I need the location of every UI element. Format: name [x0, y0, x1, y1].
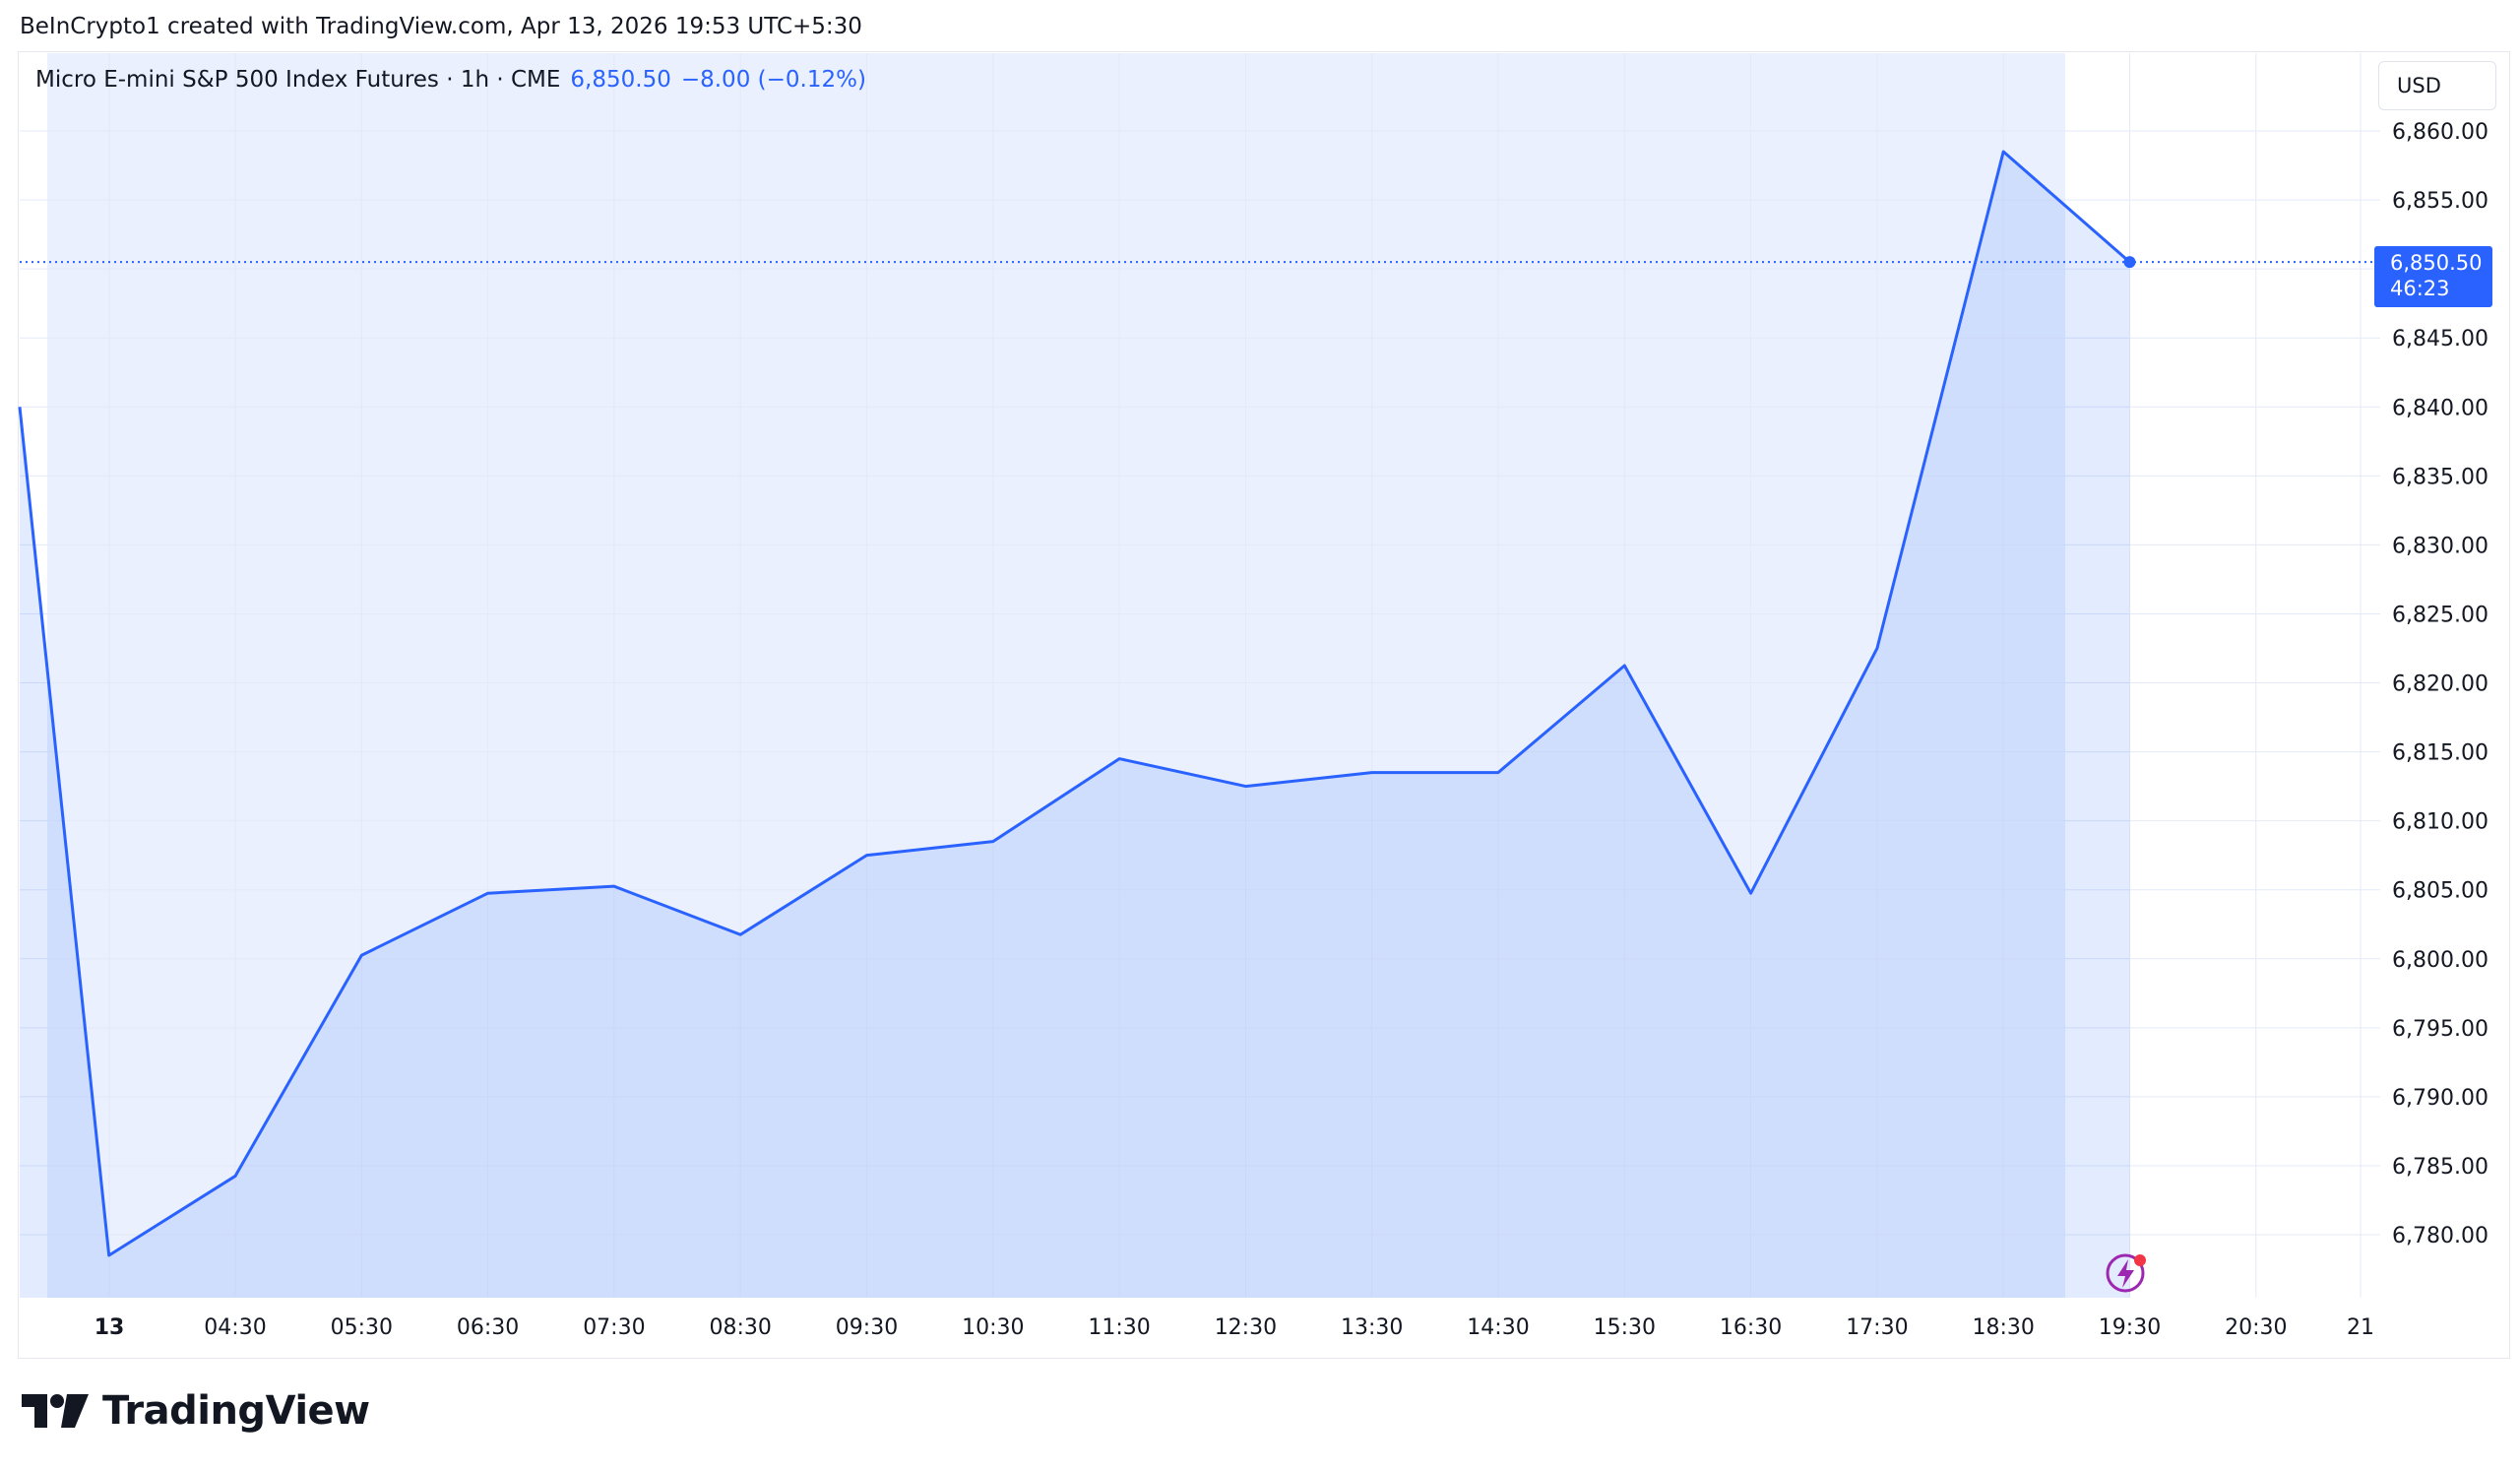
tradingview-logo[interactable]: TradingView	[22, 1388, 370, 1434]
y-tick-label: 6,830.00	[2392, 534, 2488, 558]
lightning-alert-icon[interactable]	[2106, 1253, 2146, 1293]
tradingview-wordmark: TradingView	[102, 1388, 370, 1434]
x-tick-label: 17:30	[1846, 1315, 1908, 1340]
x-tick-label: 19:30	[2099, 1315, 2161, 1340]
x-tick-label: 20:30	[2225, 1315, 2287, 1340]
chart-grid	[20, 53, 2380, 1298]
x-tick-label: 07:30	[583, 1315, 645, 1340]
y-tick-label: 6,855.00	[2392, 189, 2488, 214]
x-tick-label: 13:30	[1341, 1315, 1403, 1340]
y-tick-label: 6,860.00	[2392, 120, 2488, 145]
y-tick-label: 6,805.00	[2392, 879, 2488, 904]
y-tick-label: 6,790.00	[2392, 1086, 2488, 1111]
x-tick-label: 05:30	[331, 1315, 393, 1340]
x-tick-label: 14:30	[1467, 1315, 1529, 1340]
time-axis[interactable]: 13 04:30 05:30 06:30 07:30 08:30 09:30 10:30 11:…	[94, 1315, 2374, 1340]
price-tag-countdown: 46:23	[2390, 277, 2450, 300]
x-tick-label: 11:30	[1088, 1315, 1150, 1340]
y-tick-label: 6,780.00	[2392, 1224, 2488, 1248]
y-tick-label: 6,825.00	[2392, 603, 2488, 627]
y-tick-label: 6,810.00	[2392, 810, 2488, 835]
x-tick-label: 21	[2347, 1315, 2374, 1340]
legend-change: −8.00 (−0.12%)	[680, 67, 866, 93]
session-background	[47, 53, 2065, 1298]
y-tick-label: 6,800.00	[2392, 948, 2488, 973]
legend-price: 6,850.50	[570, 67, 671, 93]
chart-attribution: BeInCrypto1 created with TradingView.com…	[20, 14, 862, 39]
x-tick-label: 15:30	[1594, 1315, 1656, 1340]
x-tick-label: 18:30	[1972, 1315, 2034, 1340]
y-tick-label: 6,785.00	[2392, 1155, 2488, 1180]
x-tick-label: 08:30	[709, 1315, 771, 1340]
y-tick-label: 6,845.00	[2392, 327, 2488, 352]
y-tick-label: 6,840.00	[2392, 396, 2488, 420]
symbol-legend[interactable]: Micro E-mini S&P 500 Index Futures · 1h …	[35, 67, 866, 93]
tradingview-logo-icon	[22, 1394, 89, 1428]
y-tick-label: 6,795.00	[2392, 1017, 2488, 1042]
currency-button[interactable]: USD	[2378, 61, 2496, 110]
y-tick-label: 6,815.00	[2392, 741, 2488, 766]
price-line	[18, 150, 2131, 1257]
x-tick-label: 16:30	[1720, 1315, 1782, 1340]
x-tick-label: 04:30	[204, 1315, 266, 1340]
x-tick-label: 12:30	[1215, 1315, 1277, 1340]
x-tick-label: 09:30	[836, 1315, 898, 1340]
x-tick-label: 10:30	[962, 1315, 1024, 1340]
chart-frame	[18, 51, 2510, 1359]
last-price-tag: 6,850.50 46:23	[2374, 246, 2492, 307]
price-area-fill	[20, 152, 2130, 1298]
x-tick-label: 06:30	[457, 1315, 519, 1340]
symbol-name: Micro E-mini S&P 500 Index Futures · 1h …	[35, 67, 561, 93]
x-tick-label: 13	[94, 1315, 125, 1340]
y-tick-label: 6,835.00	[2392, 465, 2488, 489]
y-tick-label: 6,820.00	[2392, 672, 2488, 697]
last-price-dot	[2123, 256, 2136, 269]
price-tag-value: 6,850.50	[2390, 251, 2483, 275]
